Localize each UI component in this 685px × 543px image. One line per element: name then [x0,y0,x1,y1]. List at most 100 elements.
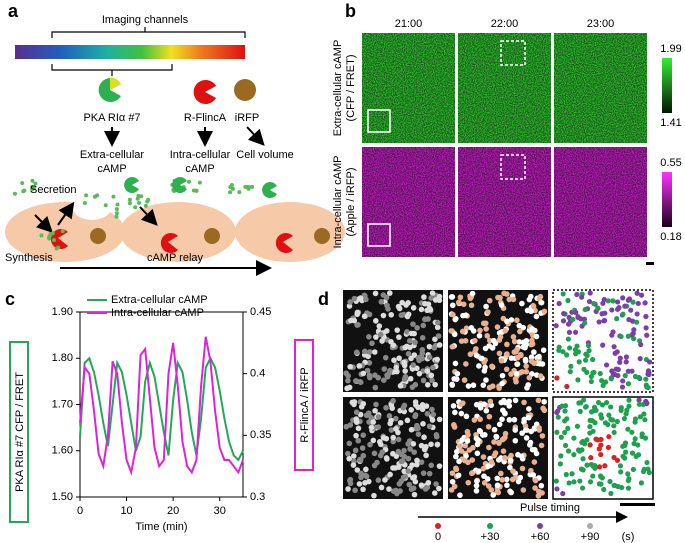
cell-dot [530,472,537,478]
cell-dot [424,368,431,374]
cell-dot [461,377,468,383]
cell-dot [516,339,523,345]
cell-dot [494,482,501,489]
molecule [245,184,250,189]
scale-bar [646,262,654,265]
cell-dot [405,468,412,474]
cell-dot [630,318,636,324]
molecule [103,203,108,208]
cell-dot [596,464,603,470]
cell-dot [561,310,567,317]
cell-dot [454,370,461,377]
cell-dot [351,295,358,302]
cell-dot [353,416,360,422]
cell-dot [508,452,514,459]
cell-dot [378,298,385,305]
cell-dot [581,316,588,322]
cell-dot [562,429,568,436]
cell-dot [506,417,513,423]
cell-dot [477,404,484,411]
x-tick-label: 10 [120,505,132,517]
cell-dot [481,401,487,407]
cell-dot [457,443,463,449]
cell-dot [622,442,628,449]
readout-label: Cell volume [236,149,293,161]
cell-dot [626,296,633,302]
cell-dot [395,436,402,443]
cell-dot [496,385,502,391]
cell-dot [595,399,602,406]
cell-dot [483,377,489,383]
cell-dot [415,355,422,361]
cell-dot [363,473,370,480]
cell-dot [598,436,604,443]
cell-dot [608,376,614,382]
cell-dot [502,410,508,416]
cell-dot [473,346,479,352]
cell-dot [563,471,569,478]
molecule [127,201,132,206]
cell-dot [577,408,583,415]
colorbar-label: 0.18 [660,231,681,243]
molecule [139,194,144,199]
cell-dot [586,347,592,354]
cell-dot [390,434,397,441]
cell-dot [435,333,442,339]
cell-dot [453,315,459,322]
cell-dot [480,382,487,388]
legend-label: +60 [531,531,550,543]
cell-dot [622,303,628,309]
cell-dot [579,439,585,446]
cell-dot [475,437,481,443]
molecule [13,191,18,196]
cell-dot [518,351,524,358]
cell-dot [593,407,599,413]
cell-dot [632,419,638,425]
cell-dot [610,329,616,335]
cell-dot [485,483,492,489]
cell-dot [526,406,532,412]
cell-dot [398,478,405,484]
cell-dot [584,462,590,468]
cell-dot [351,453,357,459]
cell-dot [477,428,484,435]
cell-dot [358,474,364,481]
cell-dot [630,299,636,305]
cell-dot [576,400,582,406]
cell-dot [436,293,443,300]
cell-dot [638,341,644,348]
cell-dot [591,300,597,307]
cell-dot [418,306,425,313]
cell-dot [554,429,560,435]
cell-dot [393,426,399,432]
roi-box [500,40,526,66]
cell-dot [423,403,430,409]
cell-dot [496,440,502,446]
cell-dot [531,349,537,355]
cell-dot [457,294,464,301]
cell-dot [636,397,642,403]
cell-dot [363,296,369,303]
cell-dot [352,447,359,454]
flinca-icon [275,232,293,253]
cell-dot [367,349,373,355]
cell-dot [539,490,545,496]
cell-dot [638,480,645,486]
cell-dot [369,340,375,347]
cell-dot [635,300,641,307]
cell-dot [483,303,489,310]
cell-dot [449,302,456,309]
cell-dot [527,442,533,448]
cell-dot [510,296,517,303]
molecule [30,185,35,190]
cell [235,202,345,262]
cell-dot [502,434,508,441]
molecule [111,194,116,199]
cell-dot [513,370,520,377]
cell-dot [644,332,650,338]
cell-dot [643,325,649,331]
cell-dot [587,479,594,485]
legend-label: +90 [581,531,600,543]
cell-dot [613,366,619,372]
cell-dot [387,471,393,478]
